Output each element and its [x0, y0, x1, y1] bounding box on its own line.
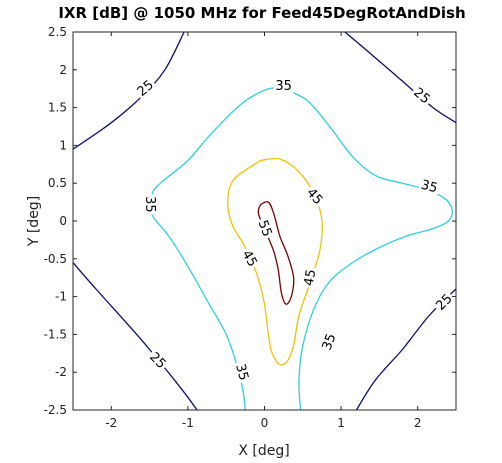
- y-tick-label: 1: [59, 138, 67, 152]
- contour-label-35: 35: [419, 178, 439, 197]
- contour-label-35: 35: [142, 196, 157, 213]
- contour-label-background: [142, 194, 158, 215]
- contour-label-background: [238, 246, 262, 271]
- y-tick-label: 1.5: [48, 101, 67, 115]
- contour-label-background: [417, 176, 441, 197]
- contour-label-45: 45: [239, 248, 260, 270]
- contour-label-background: [254, 216, 276, 241]
- y-axis: 2.5 2 1.5 1 0.5 0 -0.5 -1 -1.5 -2 -2.5: [44, 25, 456, 417]
- chart-title: IXR [dB] @ 1050 MHz for Feed45DegRotAndD…: [58, 4, 465, 22]
- x-axis-label: X [deg]: [238, 443, 289, 459]
- contour-label-background: [273, 78, 294, 94]
- x-axis: -2 -1 0 1 2: [105, 32, 422, 430]
- y-tick-label: -2: [55, 365, 67, 379]
- contour-line-35: [279, 86, 453, 411]
- contour-label-background: [302, 183, 327, 209]
- x-tick-label: 1: [337, 416, 345, 430]
- contour-line-25: [344, 31, 457, 124]
- y-tick-label: -1: [55, 290, 67, 304]
- y-tick-label: 0: [59, 214, 67, 228]
- contour-label-background: [318, 329, 340, 354]
- y-axis-label: Y [deg]: [26, 196, 42, 247]
- contour-line-25: [72, 262, 198, 411]
- x-tick-label: -2: [105, 416, 117, 430]
- contour-label-background: [132, 76, 158, 101]
- contour-label-55: 55: [255, 218, 275, 239]
- contour-label-background: [409, 83, 435, 109]
- y-tick-label: -2.5: [44, 403, 67, 417]
- contour-label-45: 45: [302, 268, 320, 287]
- y-tick-label: -1.5: [44, 327, 67, 341]
- contour-label-35: 35: [232, 362, 251, 382]
- contour-label-background: [145, 348, 171, 373]
- x-tick-label: -1: [182, 416, 194, 430]
- y-tick-label: -0.5: [44, 252, 67, 266]
- x-tick-label: 0: [261, 416, 269, 430]
- y-tick-label: 2.5: [48, 25, 67, 39]
- x-tick-label: 2: [414, 416, 422, 430]
- y-tick-label: 0.5: [48, 176, 67, 190]
- contour-label-background: [300, 266, 320, 289]
- y-tick-label: 2: [59, 63, 67, 77]
- contour-label-35: 35: [275, 79, 292, 94]
- contour-label-background: [232, 360, 252, 384]
- contour-label-35: 35: [320, 332, 340, 353]
- contour-label-background: [431, 289, 457, 315]
